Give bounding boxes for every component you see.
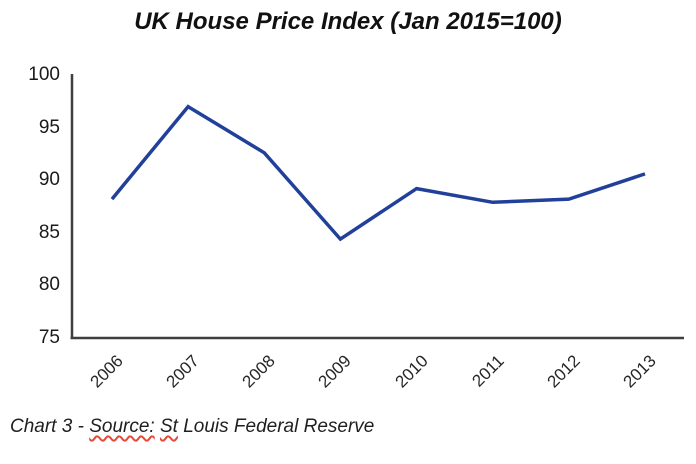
caption-text: Chart 3 - <box>10 416 90 437</box>
y-tick-label: 100 <box>28 64 60 85</box>
y-tick-label: 75 <box>38 327 60 348</box>
series-line <box>110 104 646 242</box>
y-tick-label: 80 <box>38 274 60 296</box>
chart-caption: Chart 3 - Source: St Louis Federal Reser… <box>10 416 374 438</box>
y-tick-label: 85 <box>38 221 60 243</box>
caption-text: Louis Federal Reserve <box>177 416 375 437</box>
chart-title: UK House Price Index (Jan 2015=100) <box>134 8 562 35</box>
caption-text-spellcheck: St <box>159 416 178 437</box>
y-tick-label: 90 <box>38 169 60 191</box>
y-tick-label: 95 <box>38 116 60 138</box>
caption-text-spellcheck: Source: <box>89 416 155 437</box>
